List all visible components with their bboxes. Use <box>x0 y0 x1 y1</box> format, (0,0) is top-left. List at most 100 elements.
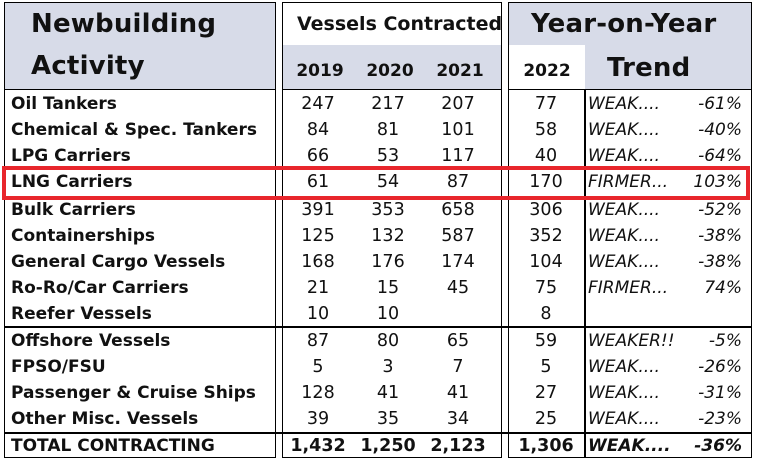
yoy-percent: 103% <box>693 172 742 192</box>
table-row: Ro-Ro/Car Carriers 21 15 45 75 FIRMER...… <box>0 275 758 301</box>
value-2019: 87 <box>306 331 330 351</box>
value-2019: 10 <box>306 304 330 324</box>
yoy-percent: -31% <box>698 383 742 403</box>
header-year-2022: 2022 <box>523 61 571 81</box>
vessel-type-name: Containerships <box>11 226 156 246</box>
vessel-type-name: Bulk Carriers <box>11 200 136 220</box>
body-contracted-columns <box>282 90 502 458</box>
yoy-percent: -40% <box>698 120 742 140</box>
trend-text: WEAK.... <box>588 357 660 377</box>
header-title-line1: Newbuilding <box>31 9 217 39</box>
header-trend-label: Trend <box>607 53 691 83</box>
value-2021 <box>428 301 488 327</box>
table-row: Containerships 125 132 587 352 WEAK.... … <box>0 223 758 249</box>
cropped-footnote <box>4 460 744 467</box>
table-row: Passenger & Cruise Ships 128 41 41 27 WE… <box>0 380 758 406</box>
value-2019: 5 <box>312 357 324 377</box>
vessel-type-name: FPSO/FSU <box>11 357 106 377</box>
table-row: Other Misc. Vessels 39 35 34 25 WEAK....… <box>0 406 758 432</box>
value-2021: 658 <box>441 200 475 220</box>
value-2021: 41 <box>446 383 470 403</box>
vessel-type-name: General Cargo Vessels <box>11 252 226 272</box>
vessel-type-name: Oil Tankers <box>11 94 117 114</box>
body-yoy-columns <box>508 90 752 458</box>
yoy-percent: -38% <box>698 252 742 272</box>
total-2019: 1,432 <box>290 436 346 456</box>
section-separator-offshore <box>4 326 752 328</box>
vessel-type-name: LNG Carriers <box>11 172 133 192</box>
header-year-2020: 2020 <box>366 61 414 81</box>
value-2020: 35 <box>376 409 400 429</box>
header-activity-cell: Newbuilding Activity <box>4 2 276 90</box>
value-2019: 61 <box>306 172 330 192</box>
table-row: Offshore Vessels 87 80 65 59 WEAKER!! -5… <box>0 328 758 354</box>
yoy-percent: -26% <box>698 357 742 377</box>
trend-text: WEAK.... <box>588 120 660 140</box>
trend-text: WEAK.... <box>588 409 660 429</box>
value-2022: 104 <box>529 252 563 272</box>
table-row: General Cargo Vessels 168 176 174 104 WE… <box>0 249 758 275</box>
value-2022: 5 <box>540 357 552 377</box>
vessel-type-name: Reefer Vessels <box>11 304 152 324</box>
header-year-2019: 2019 <box>296 61 344 81</box>
table-row: Reefer Vessels 10 10 8 <box>0 301 758 327</box>
value-2022: 8 <box>540 304 552 324</box>
value-2020: 41 <box>376 383 400 403</box>
table-row: Oil Tankers 247 217 207 77 WEAK.... -61% <box>0 91 758 117</box>
value-2019: 84 <box>306 120 330 140</box>
vessel-type-name: Offshore Vessels <box>11 331 171 351</box>
vessel-type-name: Other Misc. Vessels <box>11 409 199 429</box>
value-2020: 15 <box>376 278 400 298</box>
value-2021: 7 <box>452 357 464 377</box>
value-2021: 117 <box>441 146 475 166</box>
lng-row-highlight <box>2 166 750 200</box>
header-yoy-title: Year-on-Year <box>531 9 717 39</box>
value-2021: 65 <box>446 331 470 351</box>
value-2022: 59 <box>534 331 558 351</box>
vessel-type-name: LPG Carriers <box>11 146 131 166</box>
header-contracted-title: Vessels Contracted <box>297 13 503 35</box>
value-2021: 87 <box>446 172 470 192</box>
value-2019: 391 <box>301 200 335 220</box>
value-2019: 39 <box>306 409 330 429</box>
value-2020: 176 <box>371 252 405 272</box>
value-2022: 170 <box>529 172 563 192</box>
total-row: TOTAL CONTRACTING 1,432 1,250 2,123 1,30… <box>0 433 758 459</box>
value-2020: 3 <box>382 357 394 377</box>
value-2019: 128 <box>301 383 335 403</box>
trend-text: WEAKER!! <box>588 331 675 351</box>
value-2019: 247 <box>301 94 335 114</box>
table-row: LPG Carriers 66 53 117 40 WEAK.... -64% <box>0 143 758 169</box>
trend-text: WEAK.... <box>588 226 660 246</box>
value-2022: 352 <box>529 226 563 246</box>
yoy-percent: -64% <box>698 146 742 166</box>
value-2022: 40 <box>534 146 558 166</box>
value-2019: 21 <box>306 278 330 298</box>
value-2022: 75 <box>534 278 558 298</box>
yoy-percent: -52% <box>698 200 742 220</box>
yoy-percent <box>680 301 742 327</box>
value-2020: 353 <box>371 200 405 220</box>
value-2019: 66 <box>306 146 330 166</box>
value-2020: 10 <box>376 304 400 324</box>
trend-text: FIRMER... <box>588 278 669 298</box>
value-2022: 306 <box>529 200 563 220</box>
header-title-line2: Activity <box>31 51 145 81</box>
value-2022: 77 <box>534 94 558 114</box>
value-2020: 80 <box>376 331 400 351</box>
yoy-percent: 74% <box>704 278 742 298</box>
vessel-type-name: Ro-Ro/Car Carriers <box>11 278 189 298</box>
total-label: TOTAL CONTRACTING <box>11 436 215 456</box>
yoy-percent: -23% <box>698 409 742 429</box>
value-2020: 81 <box>376 120 400 140</box>
value-2022: 58 <box>534 120 558 140</box>
trend-text: WEAK.... <box>588 200 660 220</box>
trend-text: WEAK.... <box>588 146 660 166</box>
total-2022: 1,306 <box>518 436 574 456</box>
value-2022: 25 <box>534 409 558 429</box>
column-divider-2022 <box>584 90 586 458</box>
value-2022: 27 <box>534 383 558 403</box>
value-2021: 174 <box>441 252 475 272</box>
value-2021: 587 <box>441 226 475 246</box>
yoy-percent: -38% <box>698 226 742 246</box>
